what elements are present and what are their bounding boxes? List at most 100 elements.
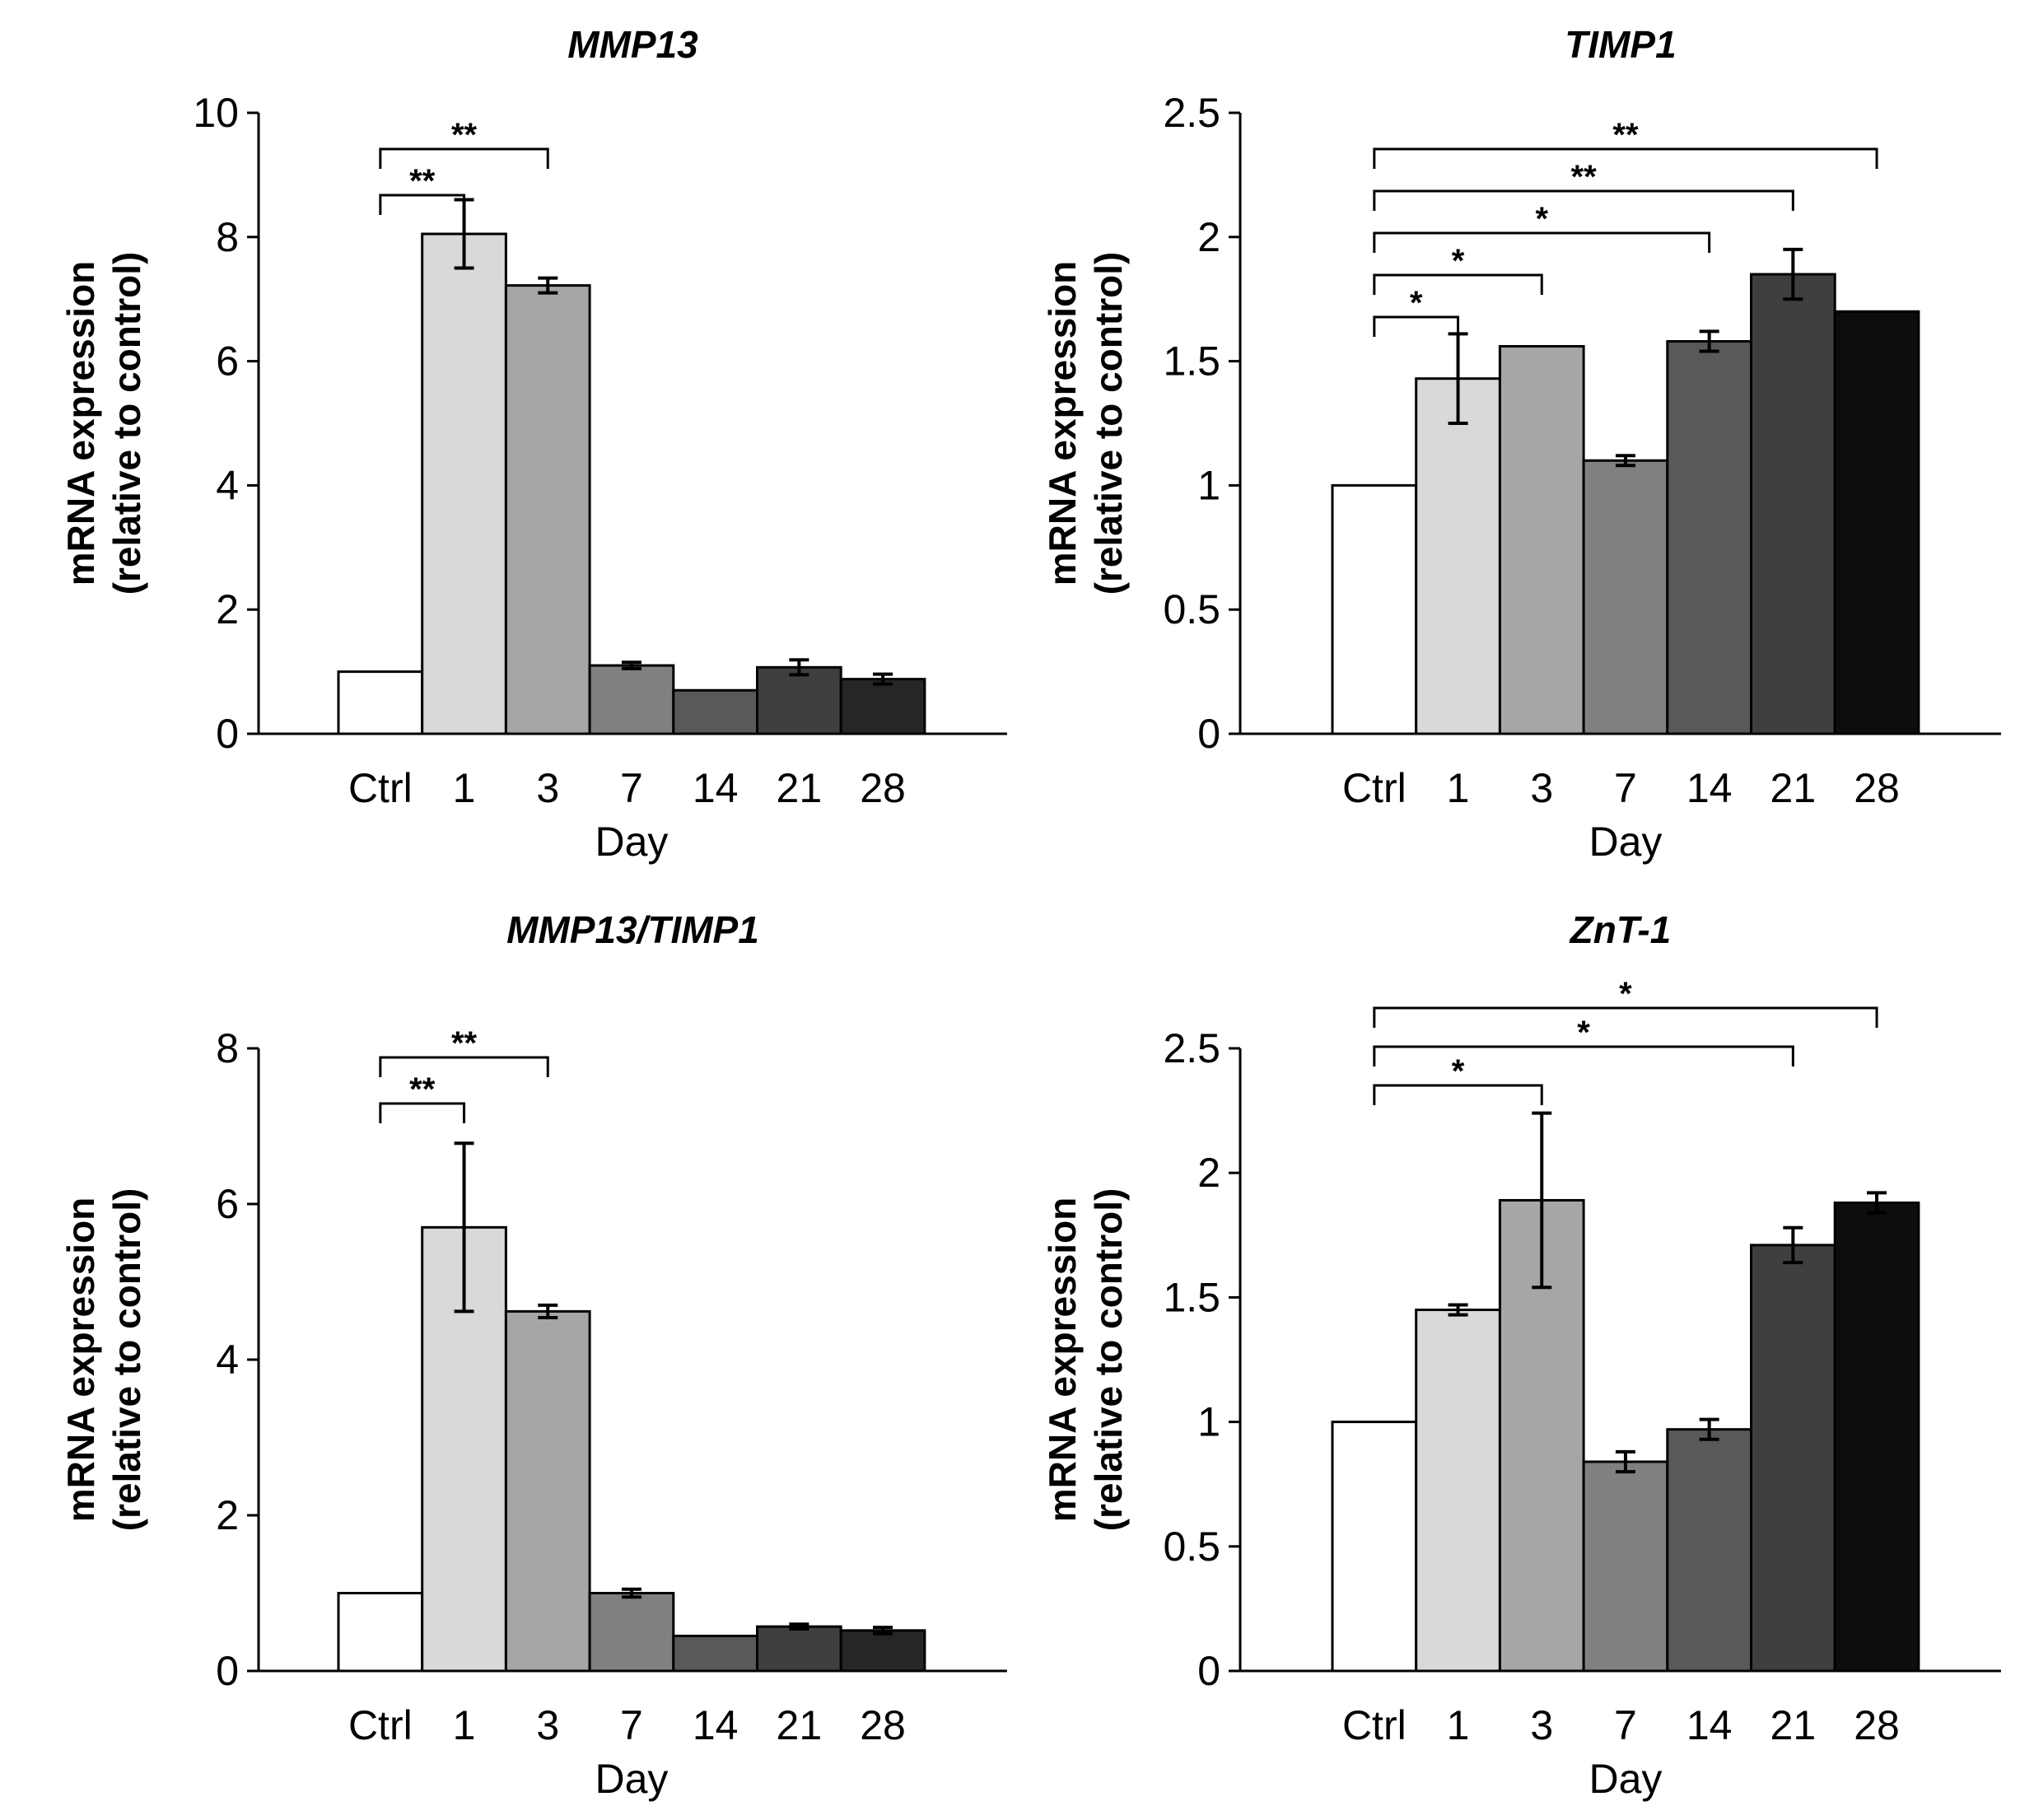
x-tick-label: 1 bbox=[453, 765, 476, 811]
bar-1 bbox=[421, 232, 507, 735]
y-tick-label: 2 bbox=[1197, 214, 1220, 260]
y-tick-label: 0 bbox=[216, 711, 239, 757]
y-tick-label: 0 bbox=[1197, 711, 1220, 757]
bar-Ctrl bbox=[1331, 1421, 1418, 1673]
bracket-line bbox=[1373, 1084, 1543, 1105]
y-tick-label: 0 bbox=[1197, 1648, 1220, 1694]
bracket-line bbox=[1373, 189, 1794, 211]
error-bar-7 bbox=[621, 1587, 641, 1599]
bar-3 bbox=[1498, 345, 1585, 735]
error-bar-1 bbox=[1448, 1303, 1468, 1317]
significance-label: ** bbox=[409, 163, 436, 199]
significance-label: ** bbox=[1612, 117, 1639, 153]
chart-title: TIMP1 bbox=[1565, 23, 1676, 66]
x-tick-label: 28 bbox=[1854, 765, 1900, 811]
y-tick-label: 2 bbox=[216, 1492, 239, 1538]
y-tick-label: 6 bbox=[216, 338, 239, 385]
bar-3 bbox=[504, 1309, 591, 1673]
bar-3 bbox=[504, 284, 591, 735]
y-axis-label: (relative to control) bbox=[105, 252, 148, 595]
significance-bracket: ** bbox=[379, 163, 466, 215]
x-tick-label: 21 bbox=[777, 1702, 823, 1748]
error-bar-28 bbox=[873, 672, 893, 686]
significance-label: ** bbox=[451, 1025, 478, 1062]
x-axis-label: Day bbox=[1588, 819, 1662, 865]
chart-timp1: TIMP1 0 0.5 1 1.5 2 2.5 mRNA expression (relativ… bbox=[1041, 23, 2001, 865]
significance-label: * bbox=[1619, 976, 1632, 1012]
chart-title: MMP13/TIMP1 bbox=[506, 910, 759, 951]
significance-bracket: * bbox=[1373, 1053, 1543, 1105]
error-bar-1 bbox=[454, 1141, 474, 1314]
x-tick-label: 7 bbox=[620, 1702, 643, 1748]
x-tick-label: 14 bbox=[693, 1702, 739, 1748]
bar-1 bbox=[1415, 377, 1501, 735]
bracket-line bbox=[1373, 273, 1543, 295]
bracket-line bbox=[379, 147, 549, 169]
x-tick-label: 21 bbox=[1770, 1702, 1817, 1748]
error-bar-7 bbox=[1615, 1449, 1635, 1474]
significance-bracket: * bbox=[1373, 243, 1543, 295]
y-axis-label: mRNA expression bbox=[1041, 261, 1084, 586]
significance-label: * bbox=[1452, 1053, 1465, 1090]
error-bar-14 bbox=[1699, 329, 1719, 353]
error-bar-7 bbox=[621, 660, 641, 670]
significance-label: * bbox=[1452, 243, 1465, 279]
bar-1 bbox=[1415, 1309, 1501, 1673]
significance-bracket: ** bbox=[1373, 159, 1794, 211]
significance-bracket: * bbox=[1373, 976, 1878, 1028]
bar-Ctrl bbox=[337, 1592, 424, 1673]
x-tick-label: 7 bbox=[1614, 765, 1637, 811]
bracket-line bbox=[379, 194, 466, 215]
y-tick-label: 2 bbox=[216, 586, 239, 632]
bar-28 bbox=[1833, 310, 1920, 735]
bar-7 bbox=[588, 1592, 675, 1673]
bar-7 bbox=[1582, 1460, 1669, 1673]
bar-14 bbox=[672, 688, 758, 735]
y-tick-label: 0 bbox=[216, 1648, 239, 1694]
significance-bracket: ** bbox=[379, 1025, 549, 1077]
bar-21 bbox=[756, 665, 842, 735]
bracket-line bbox=[1373, 1045, 1794, 1066]
x-tick-label: 1 bbox=[1447, 1702, 1470, 1748]
significance-bracket: * bbox=[1373, 201, 1711, 253]
y-tick-label: 8 bbox=[216, 1025, 239, 1071]
y-axis-label: mRNA expression bbox=[59, 261, 102, 586]
significance-label: * bbox=[1410, 285, 1423, 321]
bar-28 bbox=[839, 1629, 926, 1673]
y-tick-label: 2.5 bbox=[1163, 1025, 1220, 1071]
chart-title: ZnT-1 bbox=[1569, 910, 1672, 951]
y-tick-label: 6 bbox=[216, 1181, 239, 1227]
error-bar-21 bbox=[1783, 247, 1803, 301]
chart-mmp13-timp1-ratio: MMP13/TIMP1 0 2 4 6 8 mRNA expression (relative… bbox=[59, 910, 1007, 1802]
x-tick-label: 21 bbox=[1770, 765, 1817, 811]
y-axis-label: mRNA expression bbox=[1041, 1197, 1084, 1523]
significance-label: ** bbox=[451, 117, 478, 153]
x-tick-label: 3 bbox=[1530, 765, 1553, 811]
significance-bracket: ** bbox=[379, 1071, 466, 1123]
error-bar-14 bbox=[1699, 1417, 1719, 1441]
bar-28 bbox=[839, 678, 926, 735]
chart-title: MMP13 bbox=[567, 23, 698, 66]
x-tick-label: 28 bbox=[1854, 1702, 1900, 1748]
x-tick-label: 3 bbox=[536, 765, 559, 811]
x-axis-label: Day bbox=[595, 1756, 668, 1802]
significance-bracket: ** bbox=[379, 117, 549, 169]
bar-Ctrl bbox=[1331, 483, 1418, 735]
y-tick-label: 1 bbox=[1197, 462, 1220, 508]
y-axis-label: (relative to control) bbox=[1087, 252, 1130, 595]
x-tick-label: Ctrl bbox=[1342, 765, 1407, 811]
y-axis-label: (relative to control) bbox=[105, 1188, 148, 1532]
x-tick-label: 21 bbox=[777, 765, 823, 811]
y-tick-label: 2 bbox=[1197, 1150, 1220, 1196]
x-tick-label: 3 bbox=[536, 1702, 559, 1748]
y-tick-label: 0.5 bbox=[1163, 586, 1220, 632]
bracket-line bbox=[1373, 1006, 1878, 1028]
x-tick-label: 7 bbox=[620, 765, 643, 811]
error-bar-3 bbox=[538, 1303, 558, 1319]
x-tick-label: 14 bbox=[1686, 765, 1733, 811]
bar-7 bbox=[588, 664, 675, 735]
significance-label: ** bbox=[1571, 159, 1598, 195]
x-axis-label: Day bbox=[1588, 1756, 1662, 1802]
x-tick-label: Ctrl bbox=[1342, 1702, 1407, 1748]
